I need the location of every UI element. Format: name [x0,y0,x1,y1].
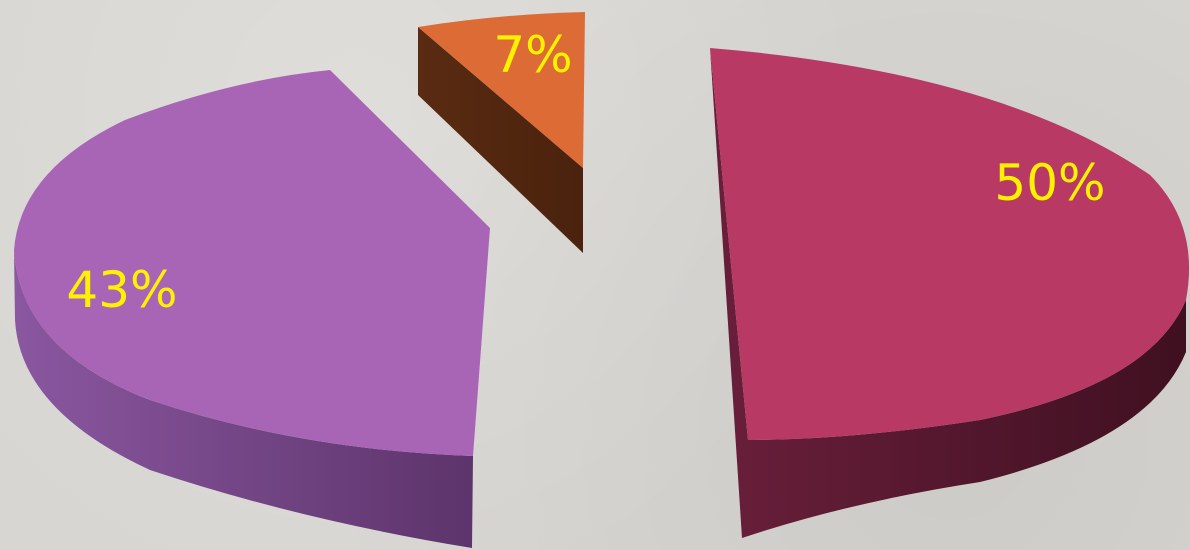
slice-50 [710,48,1190,440]
label-43: 43% [66,261,177,319]
slice-side-7 [418,27,583,253]
label-50: 50% [994,154,1105,212]
label-7: 7% [493,26,572,84]
slice-side-50 [710,48,1186,538]
slice-7 [418,12,585,168]
slice-side-43 [14,250,473,548]
slice-43 [14,70,490,456]
